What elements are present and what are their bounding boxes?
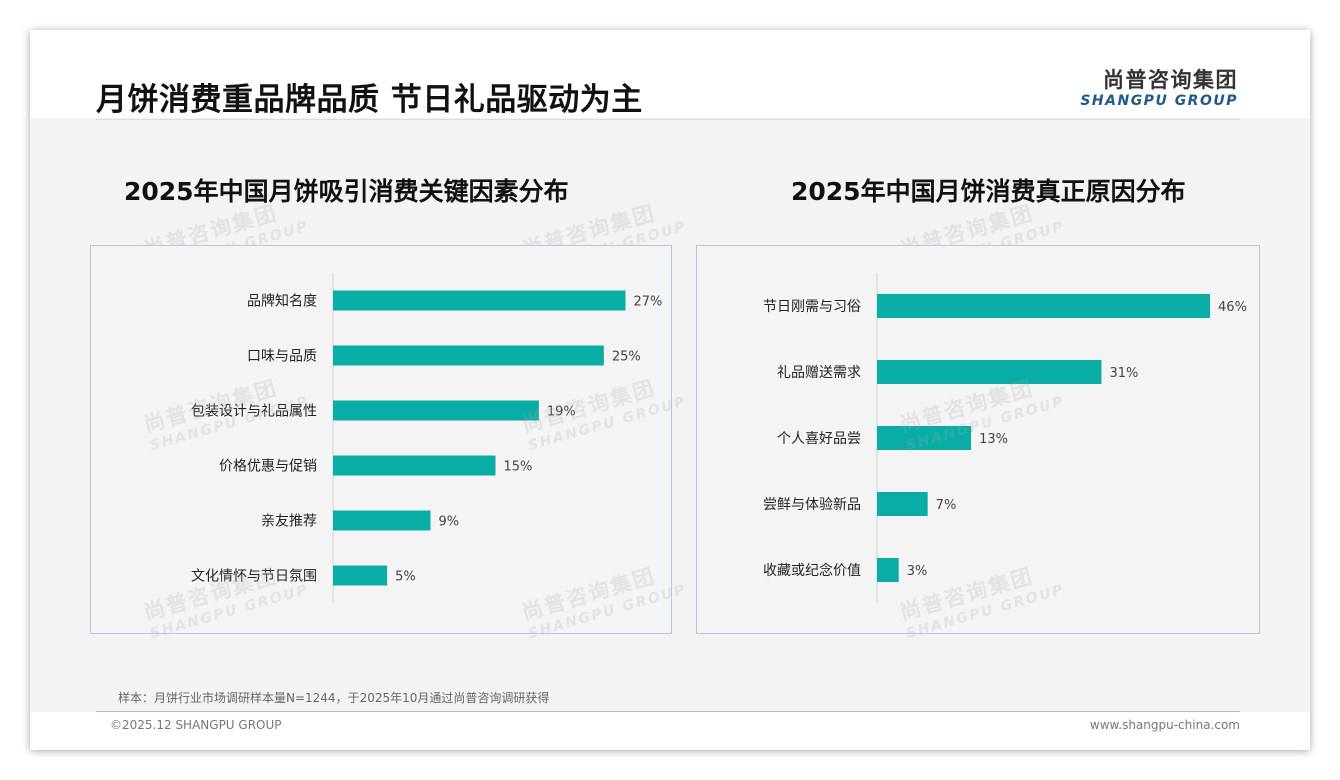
website-link[interactable]: www.shangpu-china.com	[1089, 718, 1240, 732]
category-label: 节日刚需与习俗	[763, 299, 861, 315]
category-label: 口味与品质	[247, 349, 317, 365]
category-label: 尝鲜与体验新品	[763, 497, 861, 513]
bar	[333, 400, 539, 421]
bar-chart-key-factors: 品牌知名度 27% 口味与品质 25% 包装设计与礼品属性 19% 价格优惠与促销 15% 亲友…	[191, 273, 663, 603]
footer-divider	[96, 711, 1240, 712]
bar	[333, 290, 626, 311]
data-label: 9%	[439, 515, 460, 530]
header-band	[30, 30, 1310, 118]
logo-chinese-text: 尚普咨询集团	[1103, 68, 1238, 92]
category-label: 价格优惠与促销	[219, 459, 317, 475]
data-label: 5%	[395, 570, 416, 585]
data-label: 15%	[504, 460, 533, 475]
data-label: 46%	[1218, 300, 1247, 315]
bar	[333, 455, 496, 476]
chart-panel-left: 品牌知名度 27% 口味与品质 25% 包装设计与礼品属性 19% 价格优惠与促销 15% 亲友…	[90, 245, 672, 634]
category-label: 亲友推荐	[261, 514, 317, 530]
category-label: 品牌知名度	[247, 293, 317, 310]
data-label: 19%	[547, 405, 576, 420]
data-label: 25%	[612, 350, 641, 365]
category-label: 礼品赠送需求	[777, 365, 861, 381]
data-label: 3%	[907, 564, 928, 579]
data-label: 13%	[979, 432, 1008, 447]
header-divider	[96, 119, 1240, 120]
copyright-text: ©2025.12 SHANGPU GROUP	[110, 718, 282, 732]
bar	[877, 294, 1211, 318]
chart-title-left: 2025年中国月饼吸引消费关键因素分布	[124, 177, 569, 206]
bar	[333, 510, 431, 531]
data-label: 7%	[936, 498, 957, 513]
bar	[333, 565, 388, 586]
sample-footnote: 样本：月饼行业市场调研样本量N=1244，于2025年10月通过尚普咨询调研获得	[118, 691, 550, 705]
chart-title-right: 2025年中国月饼消费真正原因分布	[791, 177, 1186, 206]
data-label: 27%	[634, 295, 663, 310]
logo-english-text: SHANGPU GROUP	[1080, 93, 1238, 109]
data-label: 31%	[1109, 366, 1138, 381]
category-label: 个人喜好品尝	[777, 431, 861, 447]
bar	[877, 492, 928, 516]
bar	[333, 345, 604, 366]
slide: 月饼消费重品牌品质 节日礼品驱动为主 尚普咨询集团 SHANGPU GROUP …	[30, 30, 1310, 750]
category-label: 包装设计与礼品属性	[191, 404, 317, 420]
category-label: 收藏或纪念价值	[763, 562, 861, 579]
bar	[877, 558, 899, 582]
category-label: 文化情怀与节日氛围	[191, 569, 317, 585]
chart-panel-right: 节日刚需与习俗 46% 礼品赠送需求 31% 个人喜好品尝 13% 尝鲜与体验新品 7% 收藏或…	[696, 245, 1260, 634]
page-title: 月饼消费重品牌品质 节日礼品驱动为主	[96, 82, 643, 118]
bar	[877, 426, 972, 450]
bar	[877, 360, 1102, 384]
bar-chart-real-reasons: 节日刚需与习俗 46% 礼品赠送需求 31% 个人喜好品尝 13% 尝鲜与体验新品 7% 收藏或…	[763, 273, 1247, 603]
company-logo: 尚普咨询集团 SHANGPU GROUP	[1080, 64, 1238, 109]
footer-band	[30, 712, 1310, 750]
